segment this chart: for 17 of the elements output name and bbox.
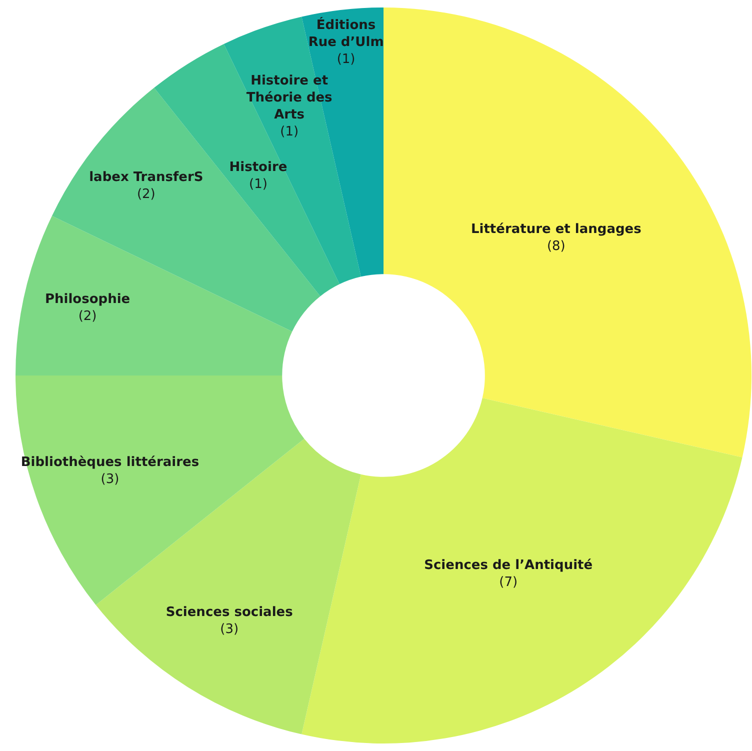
data-label: (2) bbox=[136, 187, 156, 202]
data-label: (1) bbox=[336, 52, 356, 68]
data-label: (7) bbox=[499, 575, 518, 590]
slice-label: Littérature et langages bbox=[470, 222, 642, 237]
slice-label: Histoire et Théorie des Arts bbox=[246, 73, 333, 122]
slice-label: labex TransferS bbox=[89, 170, 204, 186]
data-label: (1) bbox=[280, 124, 299, 140]
slice-label: Éditions Rue d’Ulm bbox=[308, 16, 384, 50]
data-label: (8) bbox=[546, 238, 566, 254]
slice-label: Histoire bbox=[229, 160, 288, 176]
data-label: (3) bbox=[220, 622, 239, 637]
slice-label: Sciences de l’Antiquité bbox=[424, 558, 593, 574]
slice-label: Sciences sociales bbox=[166, 604, 294, 620]
slice-label: Philosophie bbox=[44, 292, 130, 307]
data-label: (3) bbox=[100, 472, 120, 488]
data-label: (2) bbox=[78, 308, 97, 324]
data-label: (1) bbox=[249, 177, 268, 192]
